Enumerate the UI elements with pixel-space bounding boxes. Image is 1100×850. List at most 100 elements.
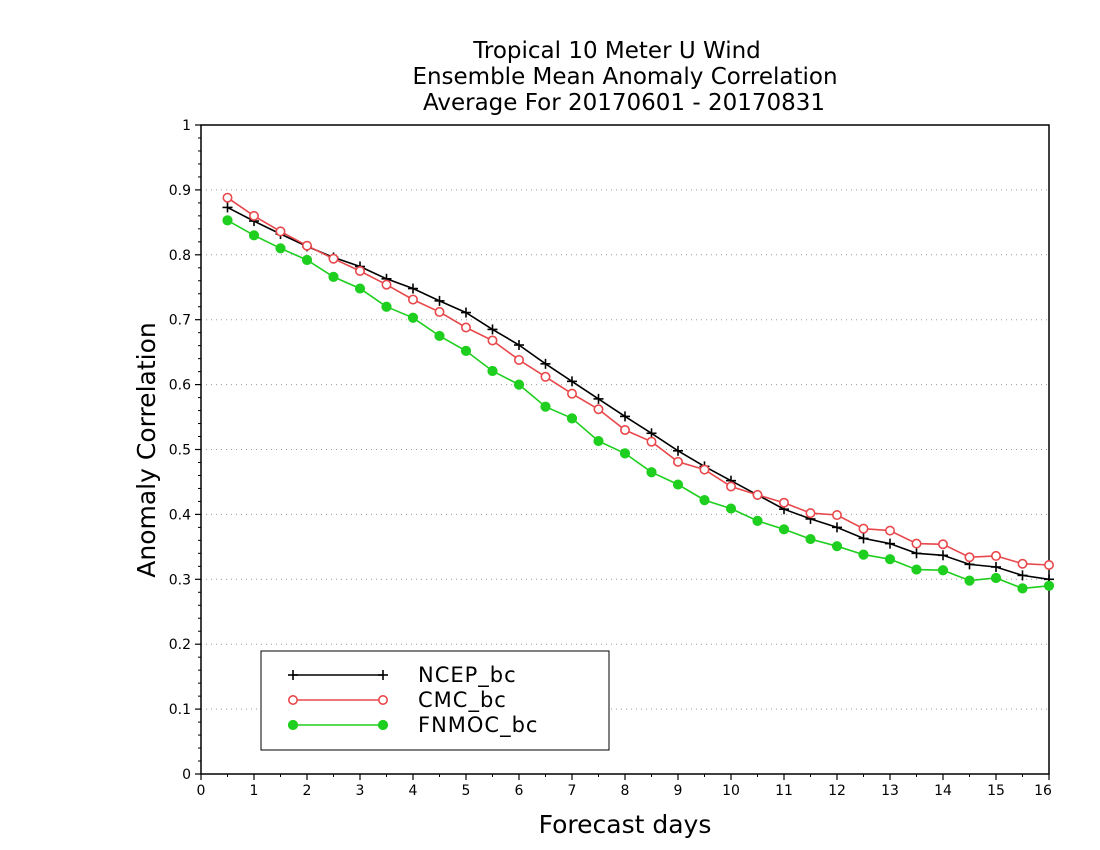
data-point xyxy=(1044,560,1055,571)
data-point xyxy=(938,550,948,561)
series-line xyxy=(227,206,1050,581)
data-point xyxy=(991,561,1001,572)
data-point xyxy=(275,226,286,237)
x-axis-title: Forecast days xyxy=(539,810,712,839)
y-tick-label: 0.9 xyxy=(169,183,191,199)
series-FNMOC_bc xyxy=(222,215,1055,594)
x-tick-label: 1 xyxy=(250,783,259,799)
data-point xyxy=(434,330,445,342)
data-point xyxy=(381,279,392,290)
data-point xyxy=(566,388,577,399)
data-point xyxy=(858,533,869,544)
data-point xyxy=(858,523,869,534)
data-point xyxy=(434,306,445,317)
chart-title-line-2: Ensemble Mean Anomaly Correlation xyxy=(412,64,837,90)
data-point xyxy=(222,202,233,213)
x-tick-label: 0 xyxy=(197,783,206,799)
y-tick-label: 0.6 xyxy=(169,378,191,394)
data-point xyxy=(513,379,525,390)
data-point xyxy=(461,307,471,318)
y-tick-label: 0.3 xyxy=(169,572,191,588)
data-point xyxy=(831,541,843,552)
y-tick-label: 0.1 xyxy=(169,702,191,718)
data-point xyxy=(911,538,922,549)
data-point xyxy=(884,554,896,565)
data-point xyxy=(646,428,657,439)
data-point xyxy=(248,230,260,241)
data-point xyxy=(620,411,630,422)
data-point xyxy=(408,283,418,294)
data-point xyxy=(831,510,842,521)
data-point xyxy=(513,354,524,365)
data-point xyxy=(778,524,790,535)
x-tick-label: 12 xyxy=(828,783,846,799)
series-NCEP_bc xyxy=(222,202,1054,585)
data-point xyxy=(354,266,365,277)
data-point xyxy=(911,564,922,575)
legend-item: NCEP_bc xyxy=(288,663,517,688)
x-tick-label: 14 xyxy=(934,783,952,799)
legend-label: FNMOC_bc xyxy=(418,713,538,738)
data-point xyxy=(460,345,472,356)
data-point xyxy=(699,495,710,506)
data-point xyxy=(222,192,233,203)
data-point xyxy=(540,371,551,382)
data-point xyxy=(487,335,498,346)
data-point xyxy=(328,271,339,282)
data-point xyxy=(487,324,498,335)
data-point xyxy=(460,322,471,333)
data-point xyxy=(911,548,922,559)
series-CMC_bc xyxy=(222,192,1055,571)
data-point xyxy=(672,456,683,467)
x-tick-label: 3 xyxy=(356,783,365,799)
data-point xyxy=(699,464,710,475)
data-point xyxy=(407,312,419,323)
chart-title-line-3: Average For 20170601 - 20170831 xyxy=(423,90,825,116)
data-point xyxy=(540,401,551,412)
data-point xyxy=(377,694,388,705)
data-point xyxy=(566,413,578,424)
y-tick-label: 0.5 xyxy=(169,443,191,459)
data-point xyxy=(301,240,312,251)
x-tick-label: 2 xyxy=(303,783,312,799)
data-point xyxy=(593,435,604,447)
data-point xyxy=(990,550,1001,561)
data-point xyxy=(275,243,286,254)
series-line xyxy=(227,197,1050,566)
data-point xyxy=(1017,558,1028,569)
x-tick-label: 16 xyxy=(1034,783,1052,799)
data-point xyxy=(937,565,949,576)
data-point xyxy=(990,572,1002,584)
data-point xyxy=(964,575,975,586)
data-point xyxy=(487,365,498,377)
legend-item: FNMOC_bc xyxy=(287,713,538,738)
x-tick-label: 8 xyxy=(621,783,630,799)
data-point xyxy=(1017,570,1028,581)
data-point xyxy=(354,283,366,294)
data-point xyxy=(673,445,683,456)
x-tick-label: 13 xyxy=(881,783,899,799)
x-axis: 0 1 2 3 4 5 6 7 8 9 10 11 12 13 14 15 16 xyxy=(197,774,1052,799)
x-tick-label: 15 xyxy=(987,783,1005,799)
chart-title-line-1: Tropical 10 Meter U Wind xyxy=(472,38,761,64)
data-point xyxy=(619,448,631,459)
y-tick-label: 0.2 xyxy=(169,637,191,653)
x-tick-label: 7 xyxy=(568,783,577,799)
data-point xyxy=(725,503,737,514)
data-point xyxy=(805,533,816,545)
legend-label: NCEP_bc xyxy=(418,663,517,688)
data-point xyxy=(646,436,657,447)
data-point xyxy=(805,508,816,519)
data-point xyxy=(725,481,736,492)
data-point xyxy=(884,525,895,536)
legend-label: CMC_bc xyxy=(418,688,507,713)
x-tick-label: 9 xyxy=(674,783,683,799)
data-point xyxy=(378,670,388,680)
data-point xyxy=(752,489,763,500)
y-tick-label: 0.7 xyxy=(169,313,191,329)
data-point xyxy=(287,694,298,705)
data-point xyxy=(593,404,604,415)
data-point xyxy=(752,515,763,526)
